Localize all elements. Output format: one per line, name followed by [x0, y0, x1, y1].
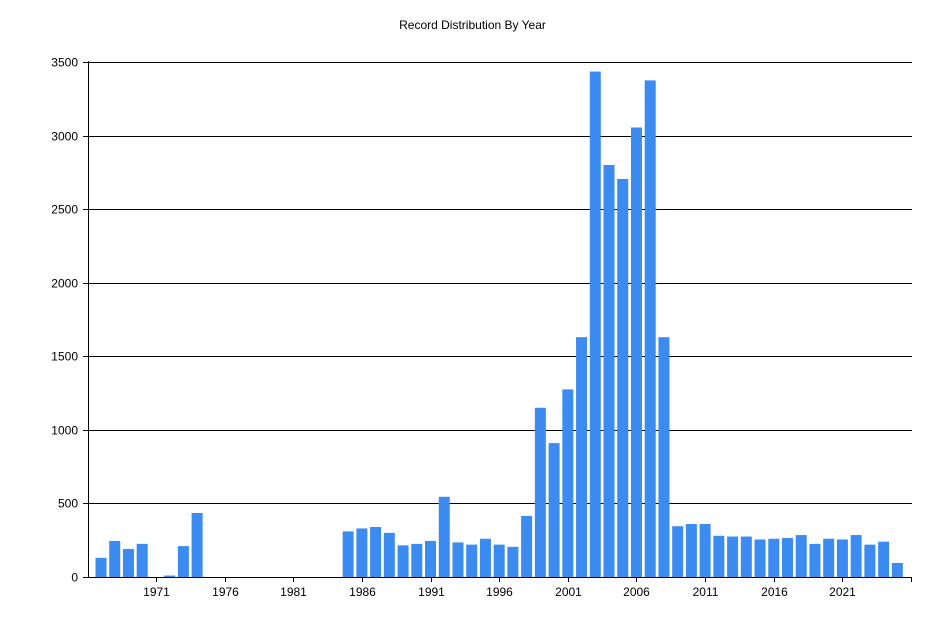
- axes: 0 500 1000 1500 2000 2500 3000 3500 1971 1976 1981…: [51, 56, 912, 599]
- bar: [122, 549, 134, 577]
- y-tick-label: 0: [71, 571, 78, 585]
- bar: [727, 536, 739, 577]
- bar: [672, 526, 684, 577]
- x-tick-label: 1986: [349, 585, 376, 599]
- x-tick-label: 2011: [693, 585, 719, 599]
- bar: [411, 543, 423, 577]
- bar: [397, 545, 409, 577]
- bar: [685, 524, 697, 577]
- bar: [699, 524, 711, 577]
- bar: [466, 544, 478, 577]
- bar: [521, 515, 533, 577]
- bar: [850, 535, 862, 577]
- y-tick-label: 3000: [51, 130, 78, 144]
- bar: [425, 540, 437, 577]
- x-tick-label: 1996: [486, 585, 513, 599]
- bar: [136, 543, 148, 577]
- bar: [342, 531, 354, 577]
- bar: [617, 178, 629, 578]
- bar: [562, 389, 574, 577]
- bar: [823, 538, 835, 577]
- x-tick-label: 2006: [623, 585, 650, 599]
- gridlines: [88, 62, 912, 504]
- x-tick-label: 1976: [212, 585, 239, 599]
- y-tick-label: 3500: [51, 56, 78, 70]
- bar: [479, 538, 491, 577]
- x-tick-label: 1991: [418, 585, 445, 599]
- chart-title: Record Distribution By Year: [399, 18, 546, 32]
- x-tick-label: 2021: [829, 585, 856, 599]
- bar: [370, 526, 382, 577]
- y-tick-label: 2500: [51, 203, 78, 217]
- x-tick-label: 2001: [555, 585, 582, 599]
- bar: [603, 165, 615, 577]
- y-tick-label: 2000: [51, 277, 78, 291]
- bar: [658, 337, 670, 577]
- bar: [740, 536, 752, 577]
- bar: [164, 575, 176, 577]
- bar: [754, 539, 766, 577]
- bars: [95, 71, 903, 578]
- bar: [507, 546, 519, 577]
- bar: [452, 542, 464, 577]
- bar: [438, 496, 450, 577]
- y-tick-label: 500: [58, 497, 78, 511]
- bar: [576, 337, 588, 577]
- bar: [864, 544, 876, 577]
- x-tick-label: 2016: [761, 585, 788, 599]
- bar: [383, 532, 395, 577]
- bar: [493, 544, 505, 577]
- bar: [589, 71, 601, 577]
- bar: [548, 443, 560, 577]
- bar: [891, 563, 903, 577]
- x-tick-label: 1971: [143, 585, 170, 599]
- bar: [795, 535, 807, 577]
- y-tick-label: 1000: [51, 424, 78, 438]
- bar: [630, 127, 642, 577]
- bar: [878, 541, 890, 577]
- bar: [356, 528, 368, 577]
- bar: [782, 538, 793, 577]
- bar: [177, 546, 189, 577]
- x-tick-label: 1981: [280, 585, 307, 599]
- bar: [713, 535, 725, 577]
- bar: [644, 80, 656, 577]
- bar: [809, 543, 821, 577]
- bar: [191, 512, 203, 577]
- bar: [768, 538, 780, 577]
- bar: [109, 540, 121, 577]
- bar: [534, 407, 546, 577]
- bar: [836, 539, 848, 577]
- y-tick-label: 1500: [51, 350, 78, 364]
- bar: [95, 557, 107, 577]
